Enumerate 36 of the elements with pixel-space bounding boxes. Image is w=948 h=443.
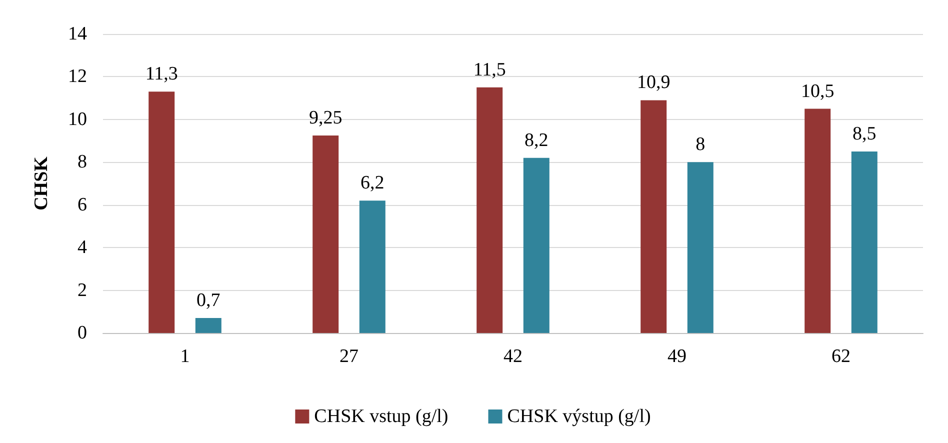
legend-label: CHSK vstup (g/l) [314, 406, 448, 427]
bar [523, 158, 550, 333]
y-tick-label: 2 [78, 280, 87, 301]
y-tick-label: 12 [68, 66, 87, 88]
bar [687, 162, 714, 333]
legend-label: CHSK výstup (g/l) [507, 406, 651, 427]
y-tick-label: 10 [68, 108, 87, 130]
data-label: 8,5 [852, 123, 876, 144]
x-tick-label: 62 [832, 346, 850, 367]
bar [359, 200, 386, 333]
bar [640, 100, 667, 333]
data-label: 0,7 [196, 290, 220, 312]
data-label: 11,5 [473, 59, 506, 80]
data-label: 10,9 [636, 72, 670, 94]
y-tick-label: 0 [78, 322, 87, 344]
data-label: 9,25 [308, 107, 342, 128]
x-tick-label: 27 [340, 346, 358, 367]
y-tick-label: 14 [68, 24, 88, 44]
data-label: 10,5 [800, 80, 834, 102]
data-label: 11,3 [145, 64, 178, 85]
data-label: 8,2 [524, 130, 548, 151]
bar [312, 135, 339, 333]
data-label: 8 [696, 134, 706, 156]
bar [476, 87, 503, 333]
x-tick-label: 42 [504, 346, 522, 367]
y-tick-label: 8 [78, 152, 87, 173]
x-tick-label: 49 [668, 346, 686, 367]
bar [851, 151, 878, 333]
data-label: 6,2 [360, 172, 384, 194]
y-tick-label: 6 [78, 194, 87, 216]
y-axis-title: CHSK [31, 156, 52, 210]
y-tick-label: 4 [78, 237, 88, 258]
bar [195, 318, 222, 333]
bar [804, 108, 831, 333]
x-tick-label: 1 [180, 346, 190, 367]
bar [148, 92, 175, 333]
